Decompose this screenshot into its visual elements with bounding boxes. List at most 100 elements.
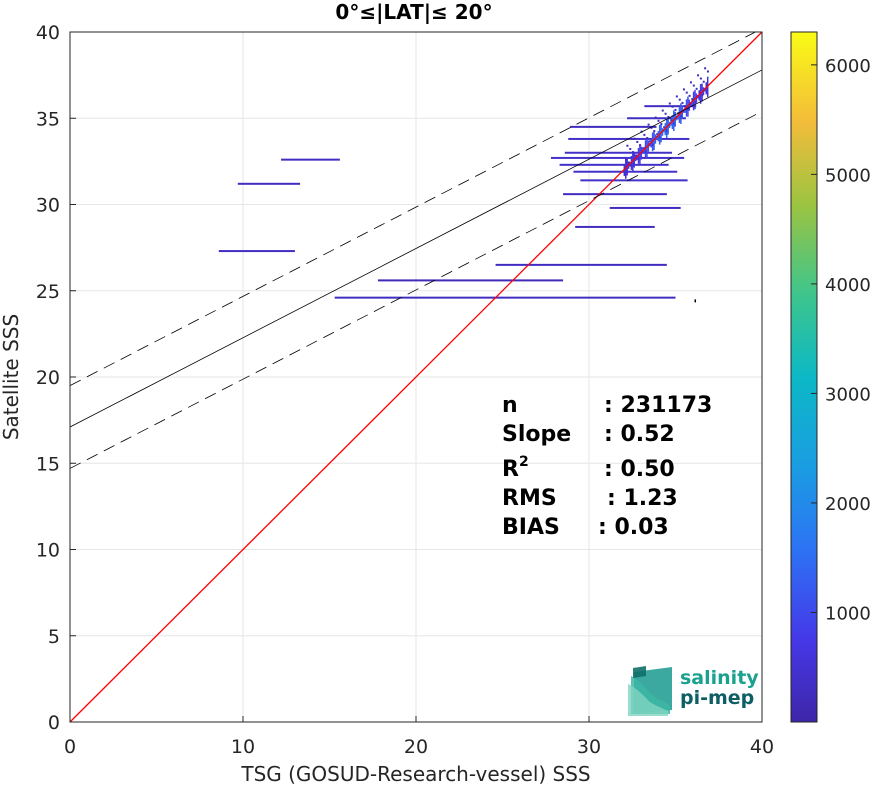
stat-label: Slope: [502, 422, 571, 447]
colorbar-tick-label: 3000: [825, 384, 871, 405]
stat-value: : 0.52: [604, 422, 675, 447]
data-cell: [695, 87, 698, 90]
y-tick-label: 25: [36, 281, 60, 303]
data-cell: [668, 102, 671, 105]
data-cell: [636, 140, 639, 143]
data-cell: [658, 136, 661, 139]
data-cell: [626, 144, 629, 147]
data-cell: [698, 91, 701, 94]
data-cell: [650, 126, 653, 129]
data-band: [580, 179, 688, 182]
data-cell: [688, 94, 691, 97]
data-cell: [651, 143, 654, 146]
x-tick-label: 30: [577, 736, 601, 758]
data-cell: [653, 130, 656, 133]
data-cell: [664, 112, 667, 115]
data-cell: [671, 105, 674, 108]
data-cell: [667, 115, 670, 118]
data-band: [559, 163, 669, 166]
data-cell: [663, 126, 666, 129]
data-band: [281, 158, 340, 161]
data-band: [575, 225, 655, 228]
data-cell: [646, 137, 649, 140]
fit-lines: [69, 28, 763, 723]
data-cell: [632, 151, 635, 154]
logo-text-pi-mep: pi-mep: [680, 687, 754, 709]
data-cell: [694, 101, 697, 104]
y-tick-label: 30: [36, 195, 60, 217]
colorbar-tick-label: 2000: [825, 494, 871, 515]
stat-label: n: [502, 393, 518, 418]
data-cell: [623, 171, 626, 174]
chart-title: 0°≤|LAT|≤ 20°: [335, 0, 492, 24]
data-band: [377, 279, 564, 282]
data-cell: [637, 157, 640, 160]
line-fit-2rms: [69, 110, 763, 469]
data-cell: [647, 123, 650, 126]
data-cell: [643, 133, 646, 136]
data-cell: [697, 74, 700, 77]
data-cell: [687, 108, 690, 111]
y-tick-label: 40: [36, 22, 60, 44]
data-cell: [705, 83, 708, 86]
data-cell: [694, 299, 697, 303]
data-cell: [630, 164, 633, 167]
line-1-1: [69, 31, 763, 723]
stat-value: : 1.23: [607, 486, 678, 511]
stat-value: : 231173: [604, 393, 712, 418]
colorbar-tick-label: 4000: [825, 275, 871, 296]
data-cell: [685, 91, 688, 94]
data-band: [644, 105, 697, 108]
data-cell: [680, 115, 683, 118]
y-tick-label: 10: [36, 540, 60, 562]
data-cell: [691, 98, 694, 101]
data-cell: [682, 88, 685, 91]
data-cell: [661, 109, 664, 112]
data-cell: [699, 77, 702, 80]
y-tick-label: 0: [48, 712, 60, 734]
y-tick-label: 20: [36, 367, 60, 389]
data-cell: [670, 119, 673, 122]
data-cell: [701, 94, 704, 97]
data-band: [563, 193, 667, 196]
data-cell: [654, 116, 657, 119]
data-cell: [678, 98, 681, 101]
data-band: [334, 296, 676, 299]
data-band: [550, 156, 685, 159]
data-cell: [641, 147, 644, 150]
colorbar-tick-label: 1000: [825, 603, 871, 624]
x-axis-title: TSG (GOSUD-Research-vessel) SSS: [240, 762, 590, 786]
data-cell: [690, 81, 693, 84]
data-cell: [692, 84, 695, 87]
data-band: [237, 182, 301, 185]
data-band: [495, 263, 667, 266]
data-band: [609, 206, 681, 209]
wave-icon: [628, 666, 672, 716]
data-cell: [673, 122, 676, 125]
stat-label: RMS: [502, 486, 557, 511]
data-cell: [629, 147, 632, 150]
data-cell: [674, 108, 677, 111]
y-axis: 0 5 10 15 20 25 30 35 40: [36, 22, 76, 734]
data-cell: [660, 123, 663, 126]
data-band: [564, 151, 673, 154]
y-tick-label: 5: [48, 626, 60, 648]
line-fit: [69, 69, 763, 428]
colorbar-ticks: 1000 2000 3000 4000 5000 6000: [811, 56, 871, 624]
data-band: [218, 250, 295, 253]
colorbar: [790, 31, 818, 723]
data-cell: [684, 105, 687, 108]
data-cell: [633, 137, 636, 140]
data-cell: [702, 80, 705, 83]
data-cell: [627, 161, 630, 164]
stat-value: : 0.03: [598, 515, 669, 540]
y-tick-label: 15: [36, 453, 60, 475]
x-axis: 0 10 20 30 40: [64, 716, 774, 758]
x-tick-label: 0: [64, 736, 76, 758]
data-cell: [634, 154, 637, 157]
y-tick-label: 35: [36, 108, 60, 130]
data-cell: [625, 158, 628, 161]
stat-superscript: 2: [519, 454, 529, 470]
data-cell: [639, 144, 642, 147]
